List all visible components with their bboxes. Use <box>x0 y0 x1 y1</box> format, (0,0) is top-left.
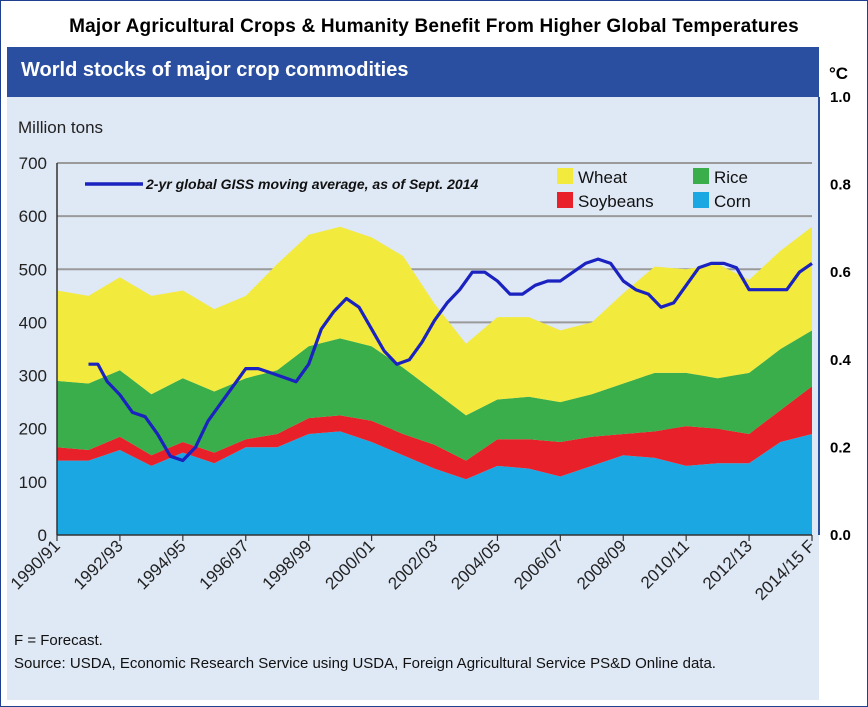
x-tick-label-9: 2008/09 <box>573 536 630 593</box>
legend-swatch-rice <box>693 168 709 184</box>
y-tick-200: 200 <box>19 420 47 439</box>
x-tick-label-0: 1990/91 <box>7 536 64 593</box>
x-tick-label-3: 1996/97 <box>196 536 253 593</box>
x-axis-ticks: 1990/91 1992/93 1994/95 1996/97 1998/99 2000/… <box>7 535 819 604</box>
x-tick-label-8: 2006/07 <box>510 536 567 593</box>
x-tick-label-2: 1994/95 <box>133 536 190 593</box>
chart-banner: World stocks of major crop commodities <box>7 47 819 97</box>
x-tick-label-10: 2010/11 <box>637 536 693 592</box>
y2-tick-0.6: 0.6 <box>830 264 851 281</box>
y-tick-500: 500 <box>19 260 47 279</box>
y-tick-0: 0 <box>38 526 47 545</box>
y-tick-400: 400 <box>19 313 47 332</box>
legend-label-wheat: Wheat <box>578 168 627 187</box>
y-tick-700: 700 <box>19 154 47 173</box>
x-tick-label-12: 2014/15 F <box>751 536 819 604</box>
stacked-areas <box>57 226 812 535</box>
y-tick-300: 300 <box>19 367 47 386</box>
x-tick-label-4: 1998/99 <box>259 536 316 593</box>
right-axis-ticks: 0.0 0.2 0.4 0.6 0.8 1.0 <box>830 89 852 544</box>
x-tick-label-11: 2012/13 <box>699 536 756 593</box>
legend-label-rice: Rice <box>714 168 748 187</box>
temperature-series <box>88 257 813 463</box>
y2-tick-1.0: 1.0 <box>830 89 851 106</box>
y-axis-label: Million tons <box>18 118 103 137</box>
page-title: Major Agricultural Crops & Humanity Bene… <box>69 16 799 37</box>
area-corn <box>57 431 812 535</box>
y-tick-100: 100 <box>19 473 47 492</box>
legend-swatch-corn <box>693 192 709 208</box>
source-note: Source: USDA, Economic Research Service … <box>14 655 716 672</box>
legend-label-corn: Corn <box>714 192 751 211</box>
legend-swatch-soybeans <box>557 192 573 208</box>
legend: 2-yr global GISS moving average, as of S… <box>85 168 751 211</box>
y2-tick-0.4: 0.4 <box>830 352 852 369</box>
y2-tick-0.8: 0.8 <box>830 177 851 194</box>
legend-label-soybeans: Soybeans <box>578 192 654 211</box>
x-tick-label-7: 2004/05 <box>447 536 504 593</box>
x-tick-label-1: 1992/93 <box>70 536 127 593</box>
x-tick-label-5: 2000/01 <box>322 536 379 593</box>
y2-tick-0.0: 0.0 <box>830 527 851 544</box>
legend-swatch-wheat <box>557 168 573 184</box>
legend-temperature-label: 2-yr global GISS moving average, as of S… <box>145 176 478 192</box>
area-rice <box>57 330 812 461</box>
area-soybeans <box>57 386 812 480</box>
y-tick-600: 600 <box>19 207 47 226</box>
left-axis-ticks: 0 100 200 300 400 500 600 700 <box>19 154 47 545</box>
right-axis-unit: °C <box>829 64 849 83</box>
temperature-line <box>88 257 813 463</box>
y2-tick-0.2: 0.2 <box>830 439 851 456</box>
x-tick-label-6: 2002/03 <box>384 536 441 593</box>
banner-title: World stocks of major crop commodities <box>21 59 409 81</box>
forecast-note: F = Forecast. <box>14 632 103 649</box>
